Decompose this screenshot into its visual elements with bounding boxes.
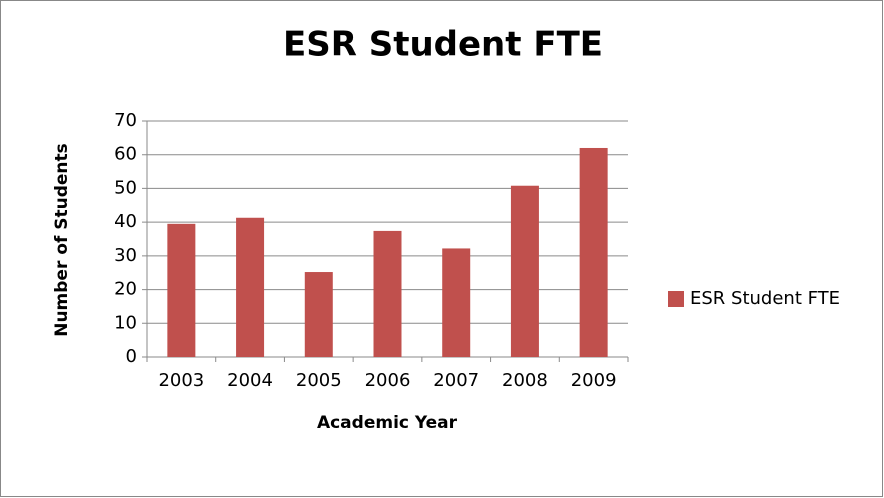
y-axis-label: Number of Students — [52, 143, 72, 337]
x-tick-label: 2009 — [571, 370, 617, 391]
x-tick-label: 2007 — [433, 370, 479, 391]
legend-label: ESR Student FTE — [690, 288, 840, 309]
y-tick-label: 50 — [114, 177, 137, 198]
legend-swatch — [668, 291, 684, 307]
chart-title: ESR Student FTE — [283, 25, 603, 65]
x-axis-label: Academic Year — [317, 413, 458, 433]
y-tick-label: 0 — [126, 346, 137, 367]
bar — [236, 217, 265, 357]
y-tick-label: 30 — [114, 245, 137, 266]
x-tick-label: 2004 — [227, 370, 273, 391]
y-tick-label: 40 — [114, 211, 137, 232]
bar — [304, 272, 333, 357]
bar — [442, 248, 471, 357]
x-tick-label: 2005 — [296, 370, 342, 391]
x-tick-label: 2003 — [158, 370, 204, 391]
y-tick-label: 10 — [114, 312, 137, 333]
y-tick-label: 70 — [114, 110, 137, 131]
x-tick-label: 2006 — [365, 370, 411, 391]
bar — [373, 230, 402, 357]
x-tick-label: 2008 — [502, 370, 548, 391]
bar — [579, 147, 608, 357]
bar — [510, 185, 539, 357]
y-tick-label: 60 — [114, 144, 137, 165]
y-tick-label: 20 — [114, 279, 137, 300]
bar — [167, 223, 196, 357]
